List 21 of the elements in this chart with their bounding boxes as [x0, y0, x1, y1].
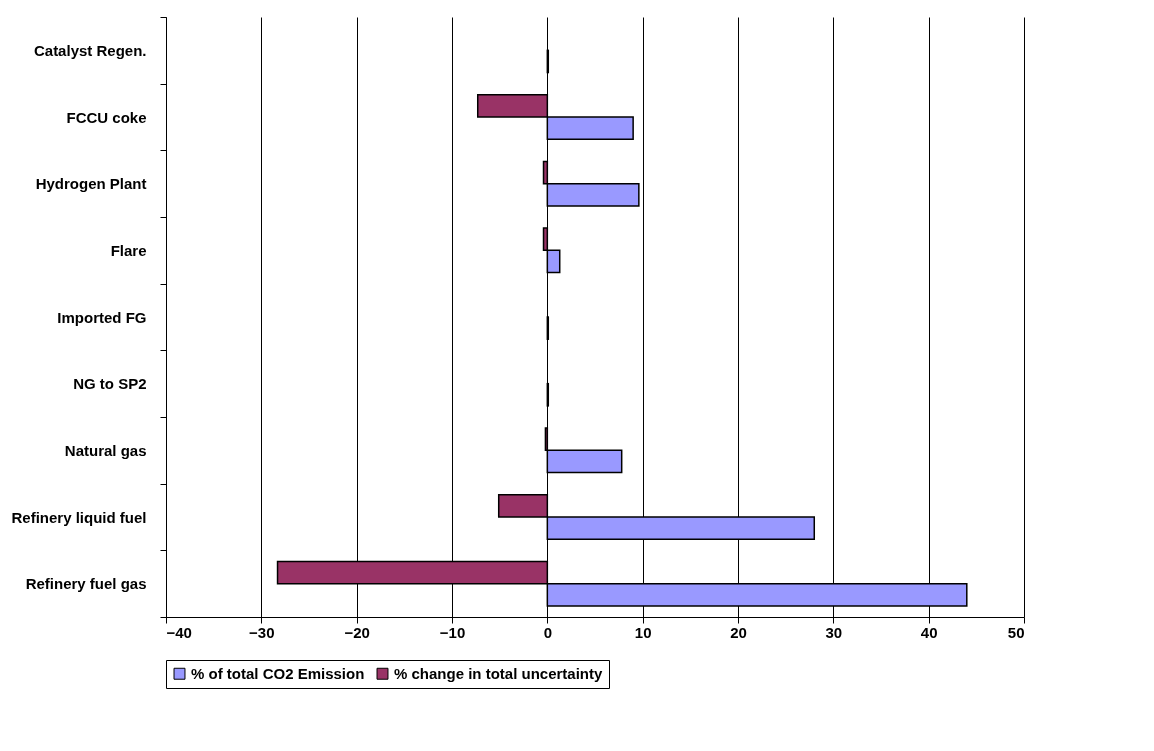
y-tick-label: Natural gas: [64, 441, 147, 459]
x-tick-label: 20: [730, 623, 747, 641]
x-tick-label: 40: [920, 623, 938, 641]
x-tick-label: 30: [825, 623, 843, 641]
y-tick-label: Flare: [110, 241, 147, 259]
x-tick-label: −30: [249, 623, 275, 641]
x-tick-label: −20: [344, 623, 370, 641]
x-tick-label: 10: [634, 623, 652, 641]
y-tick-label: Refinery liquid fuel: [11, 508, 147, 526]
y-tick-label: Hydrogen Plant: [35, 175, 147, 193]
y-tick-label: Catalyst Regen.: [33, 41, 147, 59]
y-tick-label: NG to SP2: [73, 375, 147, 393]
y-tick-label: Imported FG: [57, 308, 147, 326]
x-tick-label: −10: [439, 623, 466, 641]
x-tick-label: −40: [166, 623, 192, 641]
x-tick-label: 50: [1007, 623, 1025, 641]
legend-label: % change in total uncertainty: [394, 664, 604, 682]
legend-label: % of total CO2 Emission: [191, 664, 365, 682]
y-tick-label: FCCU coke: [66, 108, 147, 126]
y-tick-label: Refinery fuel gas: [25, 575, 147, 593]
x-tick-label: 0: [543, 623, 553, 641]
